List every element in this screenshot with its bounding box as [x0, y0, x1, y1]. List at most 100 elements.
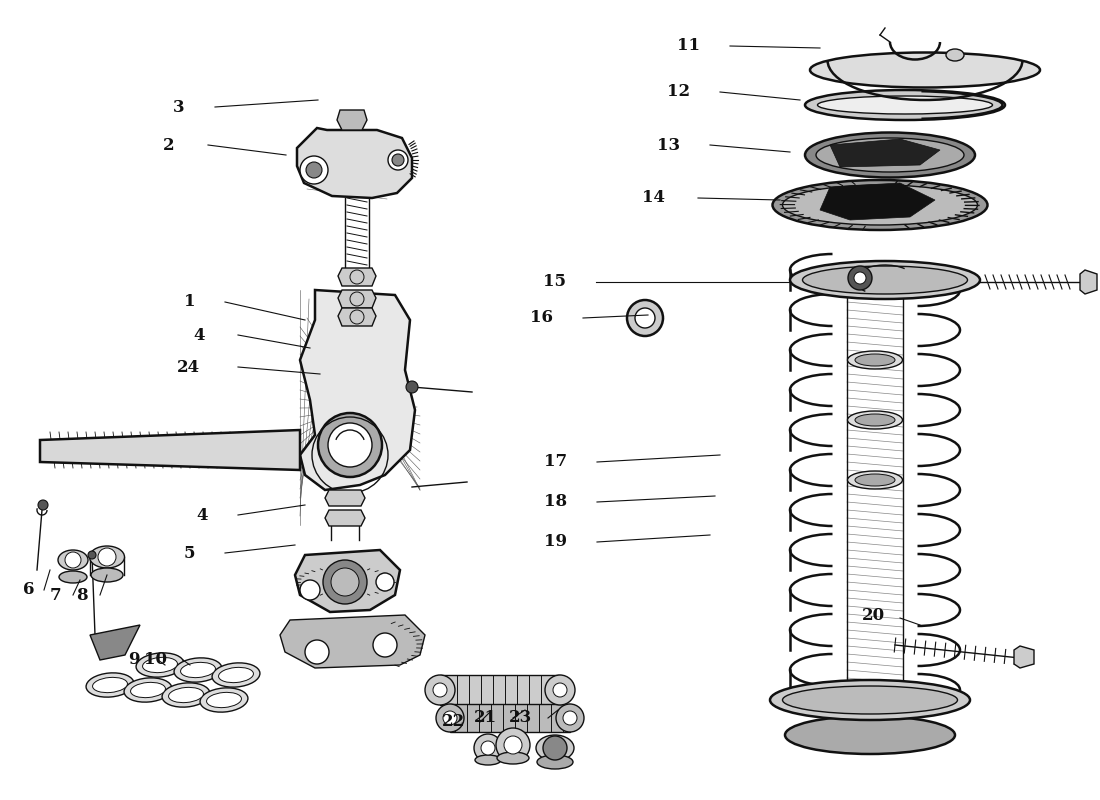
Circle shape	[848, 266, 872, 290]
Ellipse shape	[805, 90, 1005, 120]
Text: 11: 11	[676, 38, 700, 54]
Text: 21: 21	[474, 710, 497, 726]
Circle shape	[373, 633, 397, 657]
Ellipse shape	[91, 568, 123, 582]
Ellipse shape	[847, 351, 902, 369]
Text: 7: 7	[50, 586, 60, 603]
Circle shape	[305, 640, 329, 664]
Text: 4: 4	[197, 506, 208, 523]
Circle shape	[39, 500, 48, 510]
Ellipse shape	[537, 755, 573, 769]
Ellipse shape	[946, 49, 964, 61]
Circle shape	[496, 728, 530, 762]
Ellipse shape	[847, 411, 902, 429]
Polygon shape	[1014, 646, 1034, 668]
Ellipse shape	[803, 266, 968, 294]
Polygon shape	[830, 139, 940, 167]
Circle shape	[406, 381, 418, 393]
Ellipse shape	[59, 571, 87, 583]
Ellipse shape	[89, 546, 124, 568]
Ellipse shape	[855, 354, 895, 366]
Text: 3: 3	[174, 98, 185, 115]
Ellipse shape	[536, 735, 574, 761]
Circle shape	[323, 560, 367, 604]
Text: 5: 5	[184, 545, 195, 562]
Circle shape	[563, 711, 578, 725]
Circle shape	[331, 568, 359, 596]
Circle shape	[88, 551, 96, 559]
Polygon shape	[324, 510, 365, 526]
Text: 4: 4	[194, 326, 205, 343]
Ellipse shape	[790, 261, 980, 299]
Circle shape	[425, 675, 455, 705]
Circle shape	[318, 413, 382, 477]
Text: 23: 23	[508, 710, 532, 726]
Text: 24: 24	[177, 358, 200, 375]
Ellipse shape	[207, 692, 241, 708]
Circle shape	[553, 683, 566, 697]
Text: 2: 2	[164, 137, 175, 154]
Ellipse shape	[92, 678, 128, 693]
Ellipse shape	[475, 755, 500, 765]
Ellipse shape	[817, 96, 992, 114]
Polygon shape	[337, 110, 367, 130]
Text: 1: 1	[184, 294, 195, 310]
Polygon shape	[440, 675, 560, 705]
Ellipse shape	[785, 716, 955, 754]
Polygon shape	[90, 625, 140, 660]
Ellipse shape	[131, 682, 165, 698]
Ellipse shape	[805, 133, 975, 178]
Ellipse shape	[772, 180, 988, 230]
Polygon shape	[40, 430, 300, 470]
Polygon shape	[300, 290, 415, 490]
Ellipse shape	[168, 687, 204, 702]
Ellipse shape	[136, 653, 184, 677]
Polygon shape	[338, 290, 376, 308]
Circle shape	[98, 548, 116, 566]
Polygon shape	[297, 128, 412, 198]
Ellipse shape	[200, 688, 248, 712]
Circle shape	[504, 736, 522, 754]
Text: 17: 17	[543, 454, 566, 470]
Text: 19: 19	[544, 534, 566, 550]
Ellipse shape	[855, 474, 895, 486]
Polygon shape	[450, 704, 570, 732]
Ellipse shape	[782, 185, 978, 225]
Ellipse shape	[816, 138, 964, 172]
Circle shape	[544, 675, 575, 705]
Text: 20: 20	[862, 607, 886, 625]
Circle shape	[392, 154, 404, 166]
Ellipse shape	[855, 414, 895, 426]
Circle shape	[328, 423, 372, 467]
Text: 16: 16	[530, 310, 553, 326]
Polygon shape	[820, 183, 935, 220]
Ellipse shape	[124, 678, 172, 702]
Ellipse shape	[782, 686, 957, 714]
Text: 6: 6	[22, 582, 34, 598]
Circle shape	[306, 162, 322, 178]
Polygon shape	[324, 490, 365, 506]
Polygon shape	[338, 268, 376, 286]
Circle shape	[436, 704, 464, 732]
Text: 13: 13	[657, 137, 680, 154]
Ellipse shape	[58, 550, 88, 570]
Polygon shape	[1080, 270, 1097, 294]
Text: 10: 10	[144, 651, 167, 669]
Circle shape	[854, 272, 866, 284]
Ellipse shape	[770, 680, 970, 720]
Circle shape	[443, 711, 456, 725]
Circle shape	[300, 580, 320, 600]
Circle shape	[627, 300, 663, 336]
Ellipse shape	[162, 683, 210, 707]
Circle shape	[433, 683, 447, 697]
Ellipse shape	[143, 658, 177, 673]
Ellipse shape	[174, 658, 222, 682]
Text: 9: 9	[129, 651, 140, 669]
Text: 22: 22	[442, 714, 465, 730]
Circle shape	[543, 736, 566, 760]
Text: 12: 12	[667, 83, 690, 101]
Ellipse shape	[219, 667, 253, 682]
Circle shape	[376, 573, 394, 591]
Ellipse shape	[86, 673, 134, 697]
Polygon shape	[280, 615, 425, 668]
